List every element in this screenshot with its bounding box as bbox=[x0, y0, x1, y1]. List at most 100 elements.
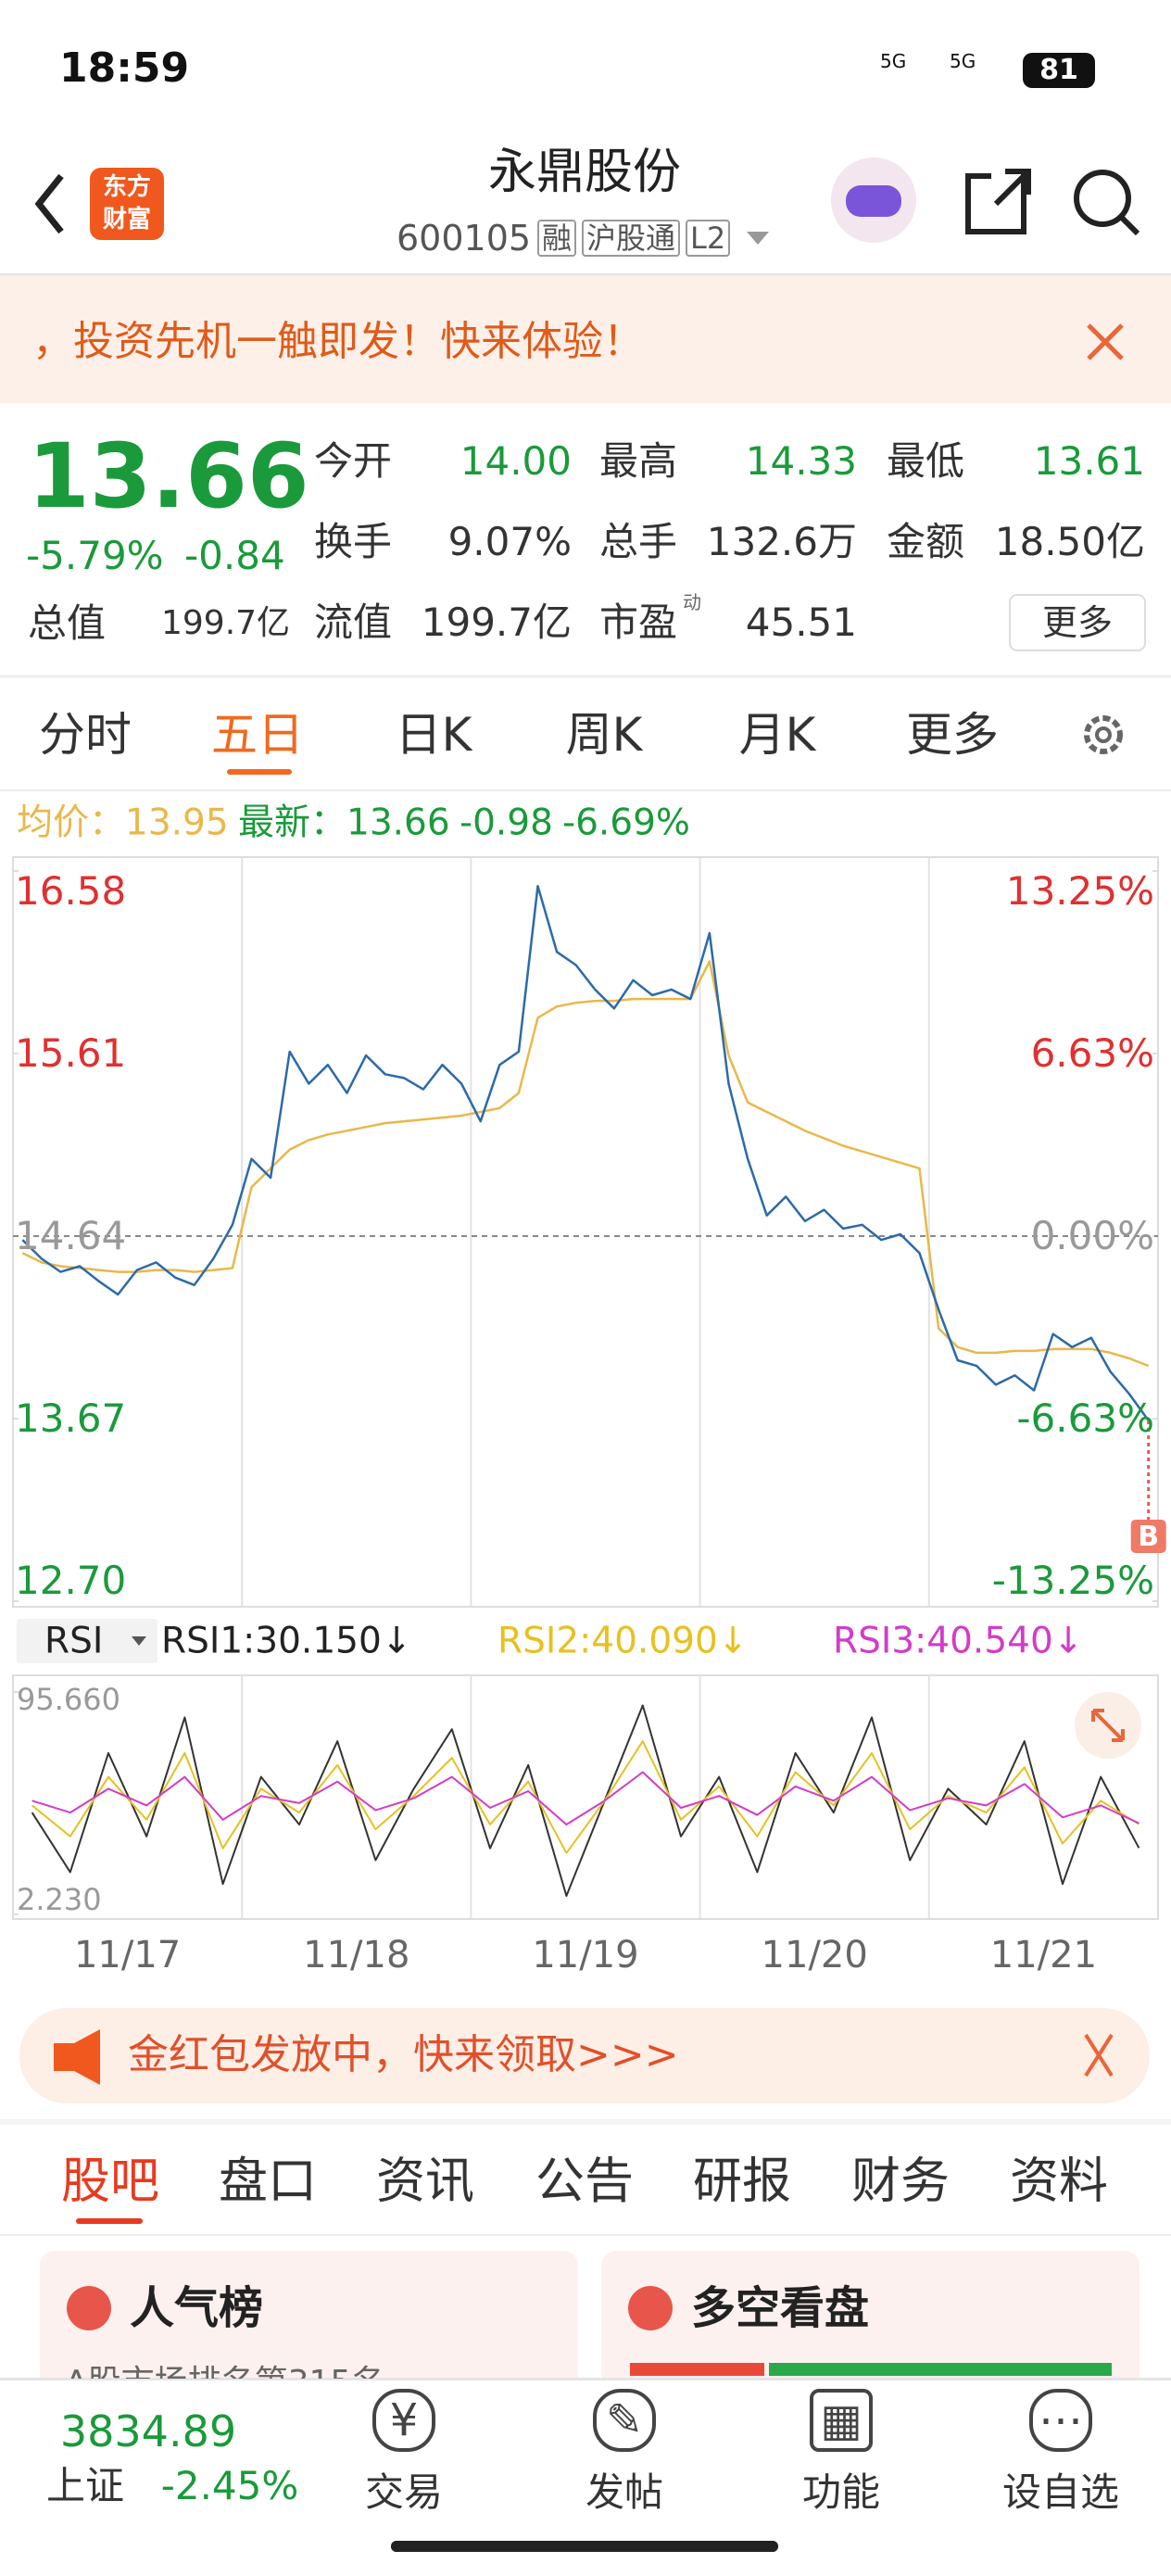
stat-label: 今开 bbox=[314, 438, 393, 484]
promo-text[interactable]: 金红包发放中，快来领取>>> bbox=[128, 2031, 679, 2078]
nav-icon: ⋯ bbox=[1029, 2389, 1092, 2452]
x-tick-label: 11/19 bbox=[532, 1934, 639, 1976]
banner-close[interactable] bbox=[1087, 323, 1124, 360]
logo-text: 东方 bbox=[102, 173, 152, 201]
share-button[interactable] bbox=[965, 169, 1031, 234]
gap bbox=[0, 2119, 1171, 2125]
stat-value: 9.07% bbox=[447, 519, 572, 564]
battery-level: 81 bbox=[1039, 54, 1078, 86]
expand-icon bbox=[1091, 1709, 1125, 1742]
tab[interactable]: 更多 bbox=[906, 708, 999, 762]
tab[interactable]: 月K bbox=[738, 708, 816, 762]
card-title: 人气榜 bbox=[130, 2282, 264, 2334]
series-line bbox=[21, 884, 1150, 1421]
stat-sup: 动 bbox=[683, 591, 701, 613]
stat-value: 199.7亿 bbox=[161, 604, 291, 642]
price-chart-frame bbox=[12, 856, 1159, 1608]
badge: 沪股通 bbox=[582, 220, 681, 257]
bear-bar bbox=[769, 2363, 1112, 2376]
status-time: 18:59 bbox=[59, 44, 190, 92]
card[interactable] bbox=[40, 2251, 578, 2399]
nav-label[interactable]: 交易 bbox=[364, 2469, 444, 2515]
more-button[interactable] bbox=[1009, 594, 1146, 651]
bull-bar bbox=[630, 2363, 764, 2376]
y2-tick-label: -6.63% bbox=[1016, 1395, 1154, 1442]
series-line bbox=[21, 960, 1150, 1368]
indicator-name: RSI bbox=[44, 1620, 104, 1662]
info-text: 13.66 bbox=[346, 802, 450, 844]
nav-icon: ✎ bbox=[593, 2389, 656, 2452]
tab-underline bbox=[227, 769, 292, 775]
card[interactable] bbox=[601, 2251, 1140, 2399]
section-tab[interactable]: 盘口 bbox=[219, 2153, 317, 2210]
marker-label: B bbox=[1138, 1521, 1160, 1553]
indicator-arrow bbox=[132, 1636, 146, 1646]
assistant-face bbox=[846, 185, 901, 217]
indicator-select[interactable] bbox=[17, 1619, 157, 1663]
section-tab[interactable]: 公告 bbox=[535, 2153, 634, 2210]
stat-label: 最高 bbox=[599, 438, 678, 484]
nav-label[interactable]: 设自选 bbox=[1001, 2469, 1120, 2515]
y2-tick-label: 13.25% bbox=[1005, 868, 1154, 914]
card-icon bbox=[67, 2286, 111, 2330]
dropdown-arrow[interactable] bbox=[747, 232, 769, 245]
y-tick-label: 2.230 bbox=[17, 1882, 102, 1917]
promo-close[interactable] bbox=[1084, 2033, 1114, 2077]
battery bbox=[1023, 53, 1095, 88]
nav-label[interactable]: 功能 bbox=[801, 2469, 881, 2515]
stat-label: 总值 bbox=[28, 600, 107, 646]
banner-bg bbox=[0, 275, 1171, 403]
nav-icon: ▦ bbox=[810, 2389, 873, 2452]
info-text: -0.98 bbox=[460, 802, 553, 844]
search-button[interactable] bbox=[1074, 170, 1131, 227]
series-line bbox=[31, 1740, 1140, 1854]
y-tick-label: 15.61 bbox=[15, 1030, 127, 1076]
stat-value: 13.61 bbox=[1033, 438, 1145, 484]
y-tick-label: 12.70 bbox=[15, 1558, 127, 1603]
stock-code: 600105 bbox=[397, 218, 532, 259]
network: 5G bbox=[950, 50, 976, 72]
nav-label[interactable]: 发帖 bbox=[585, 2469, 664, 2515]
card-icon bbox=[628, 2286, 673, 2330]
index-value[interactable]: 3834.89 bbox=[59, 2406, 237, 2456]
marker-box bbox=[1130, 1520, 1166, 1553]
stat-value: 18.50亿 bbox=[994, 519, 1145, 564]
y2-tick-label: 6.63% bbox=[1030, 1029, 1154, 1076]
stat-label: 市盈 bbox=[599, 600, 678, 645]
stat-label: 金额 bbox=[887, 519, 965, 564]
settings-center bbox=[1095, 726, 1112, 743]
change: -0.84 bbox=[184, 533, 285, 578]
promo-bg[interactable] bbox=[19, 2008, 1150, 2103]
section-tab[interactable]: 股吧 bbox=[61, 2153, 159, 2210]
more-button[interactable]: 更多 bbox=[1041, 602, 1114, 643]
index-change: -2.45% bbox=[160, 2463, 299, 2508]
charts bbox=[13, 857, 1166, 1919]
back-button[interactable] bbox=[34, 173, 64, 234]
banner-text[interactable]: ，投资先机一触即发！快来体验！ bbox=[32, 318, 644, 365]
stat-value: 14.33 bbox=[745, 438, 857, 484]
section-tab[interactable]: 研报 bbox=[693, 2153, 791, 2210]
settings-button[interactable] bbox=[1084, 715, 1123, 754]
y-tick-label: 95.660 bbox=[17, 1682, 120, 1717]
legend-entry: RSI3:40.540↓ bbox=[833, 1620, 1084, 1662]
info-text: -6.69% bbox=[562, 802, 690, 844]
info-text: 均价： bbox=[17, 802, 126, 844]
rsi-chart-frame bbox=[12, 1674, 1159, 1920]
tab[interactable]: 周K bbox=[565, 708, 643, 762]
y-tick-label: 14.64 bbox=[15, 1213, 127, 1258]
section-tab[interactable]: 资料 bbox=[1010, 2153, 1108, 2210]
section-underline bbox=[76, 2218, 143, 2224]
section-tab[interactable]: 财务 bbox=[851, 2153, 950, 2210]
y2-tick-label: 0.00% bbox=[1030, 1213, 1154, 1258]
badge: L2 bbox=[686, 220, 731, 257]
section-tab[interactable]: 资讯 bbox=[376, 2153, 474, 2210]
tab[interactable]: 日K bbox=[395, 708, 472, 762]
tab[interactable]: 分时 bbox=[39, 708, 132, 762]
series-line bbox=[31, 1704, 1140, 1897]
x-tick-label: 11/17 bbox=[73, 1934, 182, 1976]
series-line bbox=[31, 1771, 1140, 1825]
nav-icon: ¥ bbox=[372, 2389, 435, 2452]
tab[interactable]: 五日 bbox=[211, 708, 304, 762]
megaphone bbox=[54, 2029, 100, 2085]
